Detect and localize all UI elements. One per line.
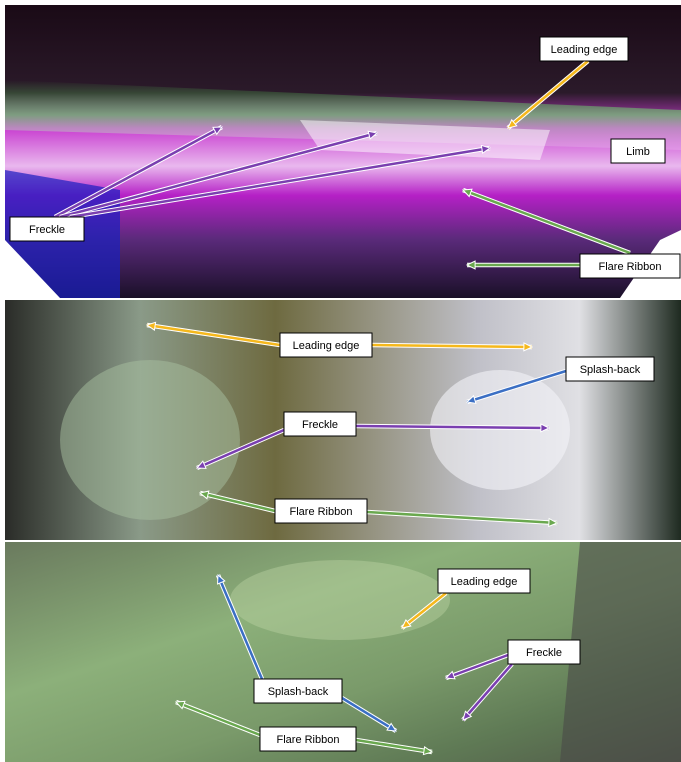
arrow-head bbox=[540, 423, 551, 433]
arrow-head bbox=[507, 118, 518, 129]
arrow-head bbox=[523, 342, 534, 352]
arrow-head bbox=[465, 260, 476, 270]
arrow-head bbox=[212, 126, 224, 136]
annotation-label: Flare Ribbon bbox=[277, 734, 340, 746]
label-box bbox=[539, 36, 629, 62]
arrow bbox=[355, 424, 550, 430]
arrow-head bbox=[401, 618, 412, 629]
annotation-label: Freckle bbox=[302, 419, 338, 431]
arrow-head bbox=[367, 130, 379, 140]
annotation-label: Limb bbox=[626, 146, 650, 158]
arrow bbox=[59, 131, 378, 219]
arrow-head bbox=[422, 746, 434, 756]
arrow bbox=[355, 738, 433, 754]
arrow bbox=[216, 574, 264, 680]
annotations: Leading edge Limb Freckle Flare Ribbon Leadi… bbox=[9, 36, 681, 756]
label-box bbox=[283, 411, 357, 437]
annotation-label: Freckle bbox=[29, 224, 65, 236]
arrow-head bbox=[145, 321, 157, 331]
arrow-head bbox=[386, 722, 397, 732]
label-box bbox=[507, 639, 581, 665]
annotation-label: Leading edge bbox=[551, 44, 618, 56]
label-box bbox=[274, 498, 368, 524]
annotation-label: Splash-back bbox=[580, 364, 641, 376]
annotation-label: Leading edge bbox=[451, 576, 518, 588]
annotation-label: Splash-back bbox=[268, 686, 329, 698]
arrow bbox=[445, 653, 509, 680]
arrow-head bbox=[465, 394, 477, 404]
arrow bbox=[371, 343, 533, 349]
label-box bbox=[279, 332, 373, 358]
label-box bbox=[9, 216, 85, 242]
annotation-label: Flare Ribbon bbox=[599, 261, 662, 273]
arrow bbox=[146, 323, 281, 347]
arrow-head bbox=[480, 144, 492, 155]
arrow bbox=[507, 60, 589, 129]
arrow-head bbox=[548, 517, 559, 528]
label-box bbox=[579, 253, 681, 279]
label-box bbox=[565, 356, 655, 382]
arrow-head bbox=[462, 710, 473, 721]
annotation-label: Flare Ribbon bbox=[290, 506, 353, 518]
label-box bbox=[259, 726, 357, 752]
label-box bbox=[610, 138, 666, 164]
arrow bbox=[196, 428, 285, 470]
arrow bbox=[341, 696, 397, 733]
arrow bbox=[54, 125, 223, 219]
arrow-head bbox=[195, 460, 207, 469]
arrow bbox=[466, 369, 567, 404]
arrow-head bbox=[444, 670, 456, 680]
panel-3-image bbox=[5, 542, 681, 762]
arrow bbox=[199, 491, 276, 513]
label-box bbox=[253, 678, 343, 704]
arrow-head bbox=[198, 490, 210, 500]
arrow bbox=[462, 663, 513, 721]
arrow bbox=[366, 510, 558, 525]
annotation-label: Leading edge bbox=[293, 340, 360, 352]
arrow-head bbox=[461, 188, 473, 198]
arrow bbox=[69, 146, 491, 219]
arrow-head bbox=[217, 573, 226, 585]
arrow bbox=[175, 700, 261, 737]
label-box bbox=[437, 568, 531, 594]
annotation-label: Freckle bbox=[526, 647, 562, 659]
arrow bbox=[401, 592, 447, 629]
arrow bbox=[462, 188, 631, 255]
arrow-head bbox=[174, 700, 186, 710]
